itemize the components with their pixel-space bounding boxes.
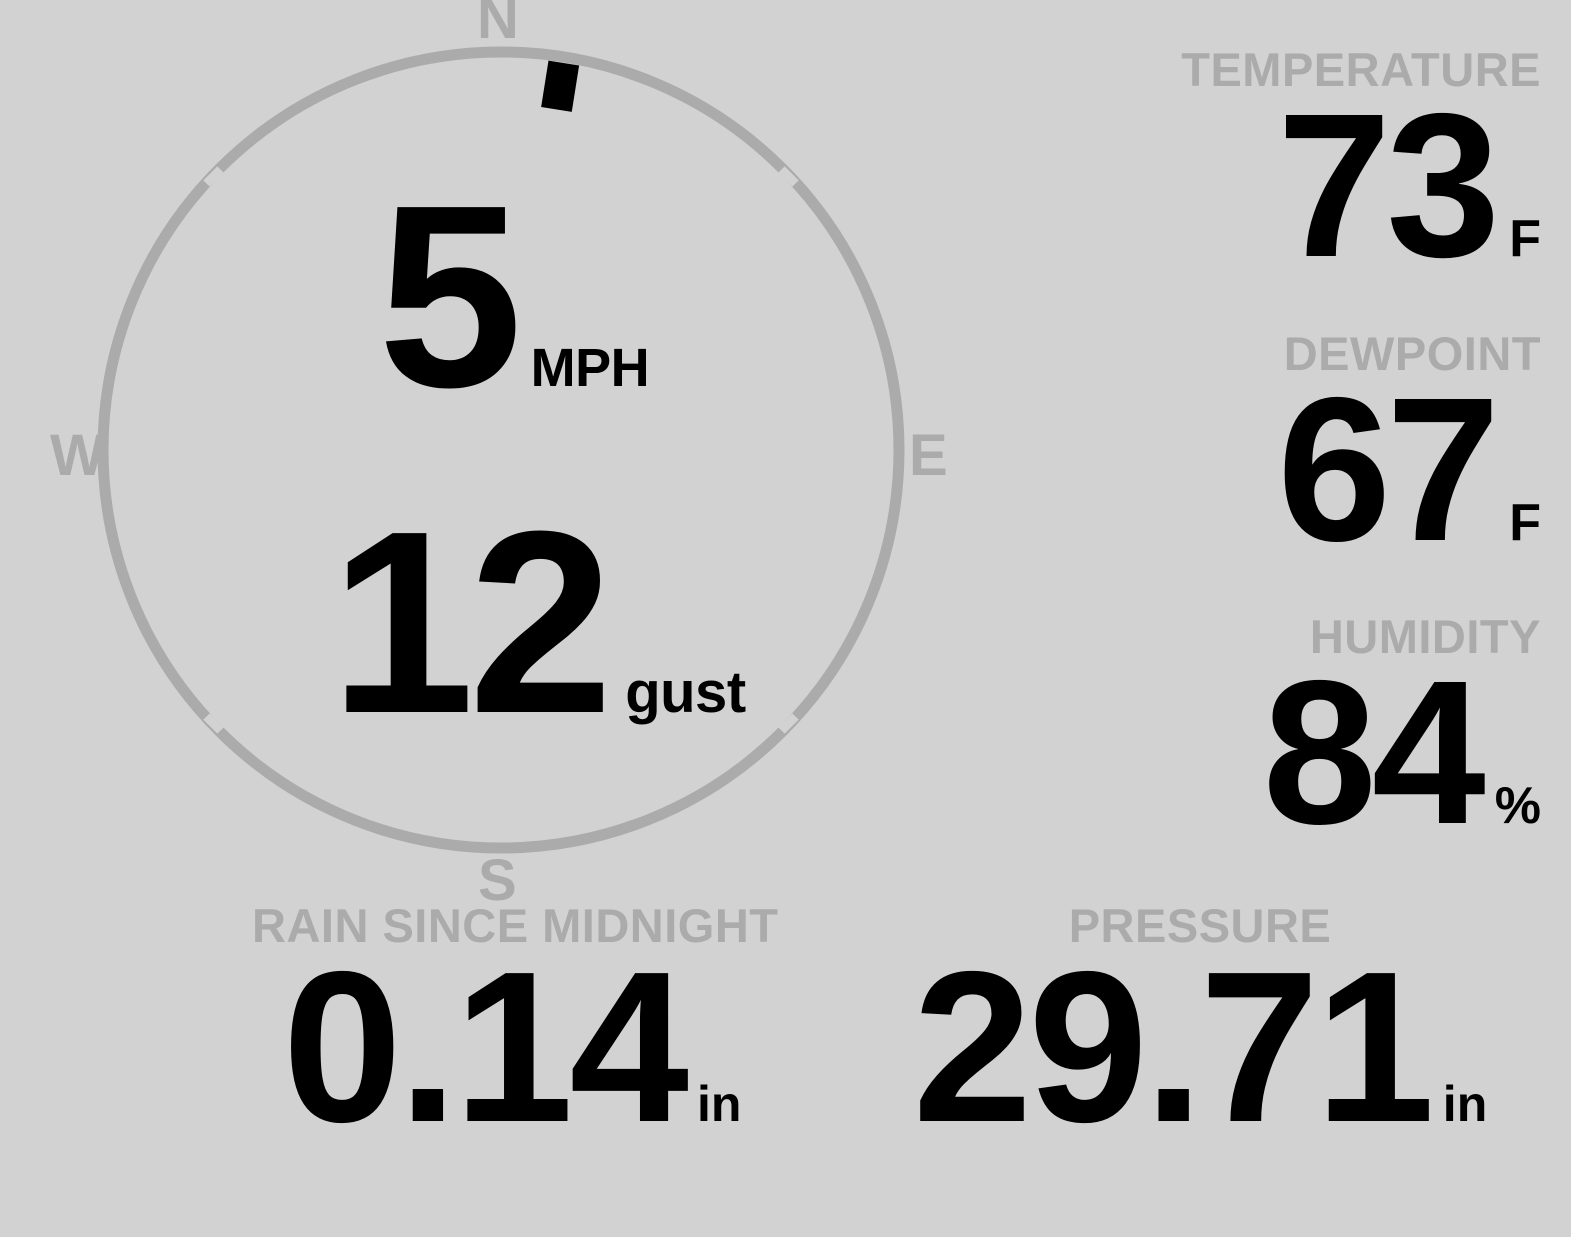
wind-speed-unit: MPH: [530, 338, 650, 398]
metric-pressure-label: PRESSURE: [1068, 899, 1332, 952]
metric-humidity-label: HUMIDITY: [1309, 610, 1541, 663]
metric-rain-label: RAIN SINCE MIDNIGHT: [252, 899, 779, 952]
wind-direction-marker: [541, 60, 580, 112]
wind-speed-readout: 5 MPH: [378, 152, 650, 442]
metric-dewpoint-label: DEWPOINT: [1283, 327, 1541, 380]
metric-humidity-value: 84: [1262, 638, 1486, 867]
metric-temperature-unit: F: [1509, 210, 1541, 268]
metric-dewpoint: DEWPOINT 67 F: [1121, 327, 1541, 584]
metric-temperature-label: TEMPERATURE: [1181, 43, 1541, 96]
metric-pressure: PRESSURE 29.71 in: [900, 899, 1500, 1167]
metric-rain: RAIN SINCE MIDNIGHT 0.14 in: [252, 899, 779, 1167]
compass-label-west: W: [50, 423, 105, 488]
compass-ticks: [203, 166, 799, 734]
metric-temperature-row: 73 F: [1121, 71, 1541, 300]
metric-pressure-value: 29.71: [912, 926, 1435, 1167]
compass-ring: [97, 46, 905, 854]
compass-dial: [97, 46, 905, 854]
wind-speed-value: 5: [378, 152, 523, 442]
metric-humidity-row: 84 %: [1121, 638, 1541, 867]
compass-label-south: S: [478, 848, 517, 913]
metric-humidity-unit: %: [1494, 777, 1541, 835]
wind-gust-unit: gust: [625, 660, 746, 725]
wind-gust-value: 12: [330, 478, 613, 768]
metric-temperature: TEMPERATURE 73 F: [1121, 43, 1541, 300]
wind-panel: N S W E 5 MPH 12 gust: [0, 0, 1000, 930]
metric-rain-value: 0.14: [282, 926, 689, 1167]
metric-rain-unit: in: [697, 1076, 742, 1132]
metric-pressure-row: 29.71 in: [900, 926, 1500, 1167]
compass-label-north: N: [477, 0, 519, 51]
metric-temperature-value: 73: [1277, 71, 1500, 300]
metric-dewpoint-row: 67 F: [1121, 355, 1541, 584]
metric-dewpoint-unit: F: [1509, 494, 1541, 552]
metric-pressure-unit: in: [1442, 1076, 1488, 1132]
metric-humidity: HUMIDITY 84 %: [1121, 610, 1541, 867]
compass-label-east: E: [909, 423, 948, 488]
metric-dewpoint-value: 67: [1277, 355, 1500, 584]
metric-rain-row: 0.14 in: [252, 926, 772, 1167]
wind-gust-readout: 12 gust: [330, 478, 746, 768]
